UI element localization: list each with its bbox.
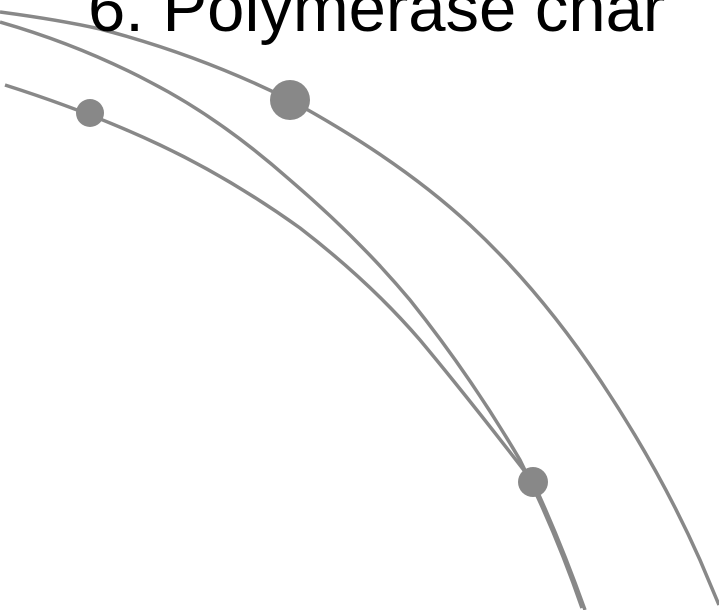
dot xyxy=(270,80,310,120)
dot xyxy=(518,467,548,497)
slide-title: 6. Polymerase char xyxy=(88,0,665,46)
slide: 6. Polymerase char xyxy=(0,0,719,610)
arc-outer xyxy=(0,12,719,605)
arc-inner xyxy=(5,85,585,610)
dot xyxy=(76,99,104,127)
decoration xyxy=(0,0,719,610)
